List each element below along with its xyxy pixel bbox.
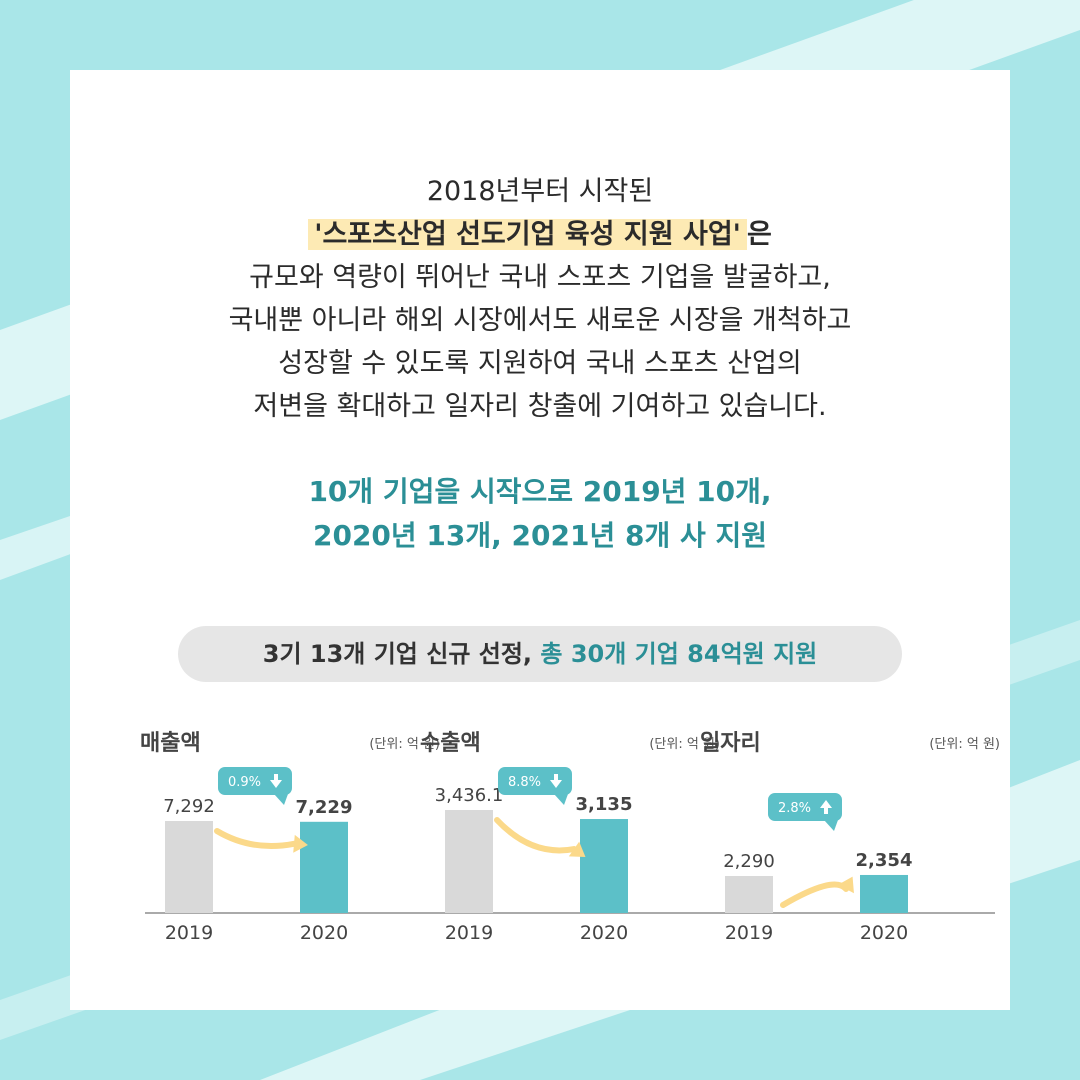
intro-line-2: '스포츠산업 선도기업 육성 지원 사업' 은 (70, 213, 1010, 256)
arrow-tip (820, 800, 832, 808)
value-label: 7,292 (163, 796, 215, 817)
intro-line-6: 저변을 확대하고 일자리 창출에 기여하고 있습니다. (253, 391, 827, 422)
x-tick-label: 2019 (165, 922, 213, 944)
x-tick-label: 2019 (725, 922, 773, 944)
support-count-line-2: 2020년 13개, 2021년 8개 사 지원 (312, 519, 767, 552)
program-name-highlight: '스포츠산업 선도기업 육성 지원 사업' (308, 219, 747, 250)
chart-title: 일자리 (700, 731, 761, 756)
arrow-tip (270, 780, 282, 788)
x-tick-label: 2020 (300, 922, 348, 944)
arrow-up-icon (820, 800, 832, 814)
chart-unit: (단위: 억 원) (929, 737, 1000, 752)
bar-2019 (165, 821, 213, 913)
chart-unit: (단위: 억 원) (649, 737, 720, 752)
x-tick-label: 2019 (445, 922, 493, 944)
bar-2020 (580, 819, 628, 913)
change-bubble-tail (274, 794, 288, 805)
chart-canvas: 2019 2020 2,290 2,354 2.8% (705, 793, 995, 944)
change-label: 8.8% (508, 775, 541, 790)
arrow-shaft (274, 774, 278, 780)
intro-line-5: 성장할 수 있도록 지원하여 국내 스포츠 산업의 (278, 348, 802, 379)
value-label: 3,436.1 (435, 785, 504, 806)
change-bubble-tail (554, 794, 568, 805)
arrow-shaft (824, 808, 828, 814)
chart-exports: 2019 2020 3,436.1 3,135 8.8% 수출액 (단위: 억 원) (420, 725, 720, 1005)
support-count-line-1: 10개 기업을 시작으로 2019년 10개, (308, 475, 772, 508)
value-label: 3,135 (576, 794, 633, 815)
x-tick-label: 2020 (580, 922, 628, 944)
bar-2020 (300, 821, 348, 913)
change-label: 0.9% (228, 775, 261, 790)
chart-title: 수출액 (420, 731, 481, 756)
value-label: 7,229 (296, 797, 353, 818)
change-bubble-bg (498, 767, 572, 795)
trend-arrow (780, 881, 849, 908)
chart-jobs: 2019 2020 2,290 2,354 2.8% 일자리 (단위: 억 원) (700, 725, 1000, 1005)
value-label: 2,354 (856, 850, 913, 871)
change-label: 2.8% (778, 801, 811, 816)
x-tick-label: 2020 (860, 922, 908, 944)
chart-title: 매출액 (140, 731, 201, 756)
intro-line-1: 2018년부터 시작된 (426, 176, 654, 207)
change-bubble: 0.9% (218, 767, 292, 805)
summary-pill: 3기 13개 기업 신규 선정, 총 30개 기업 84억원 지원 (178, 626, 902, 682)
arrow-down-icon (550, 774, 562, 788)
trend-arrow-head (838, 876, 854, 894)
summary-accent: 총 30개 기업 84억원 지원 (540, 640, 818, 668)
arrow-tip (550, 780, 562, 788)
intro-line-3: 규모와 역량이 뛰어난 국내 스포츠 기업을 발굴하고, (249, 262, 831, 293)
intro-line-4: 국내뿐 아니라 해외 시장에서도 새로운 시장을 개척하고 (228, 305, 852, 336)
summary-prefix: 3기 13개 기업 신규 선정, (262, 640, 541, 668)
trend-arrow (494, 817, 577, 854)
bar-2019 (725, 876, 773, 913)
bar-2019 (445, 810, 493, 913)
support-count-message: 10개 기업을 시작으로 2019년 10개, 2020년 13개, 2021년… (70, 470, 1010, 558)
change-bubble: 2.8% (768, 793, 842, 831)
chart-sales: 2019 2020 7,292 7,229 0.9% 매출액 (단위: 억 원) (140, 725, 440, 1005)
trend-arrow-head (568, 841, 586, 858)
trend-arrow-head (293, 834, 308, 853)
value-label: 2,290 (723, 851, 775, 872)
change-bubble-bg (218, 767, 292, 795)
change-bubble-tail (824, 820, 838, 831)
chart-canvas: 2019 2020 3,436.1 3,135 8.8% (425, 767, 715, 944)
change-bubble-bg (768, 793, 842, 821)
trend-arrow (214, 828, 297, 850)
chart-canvas: 2019 2020 7,292 7,229 0.9% (145, 767, 435, 944)
change-bubble: 8.8% (498, 767, 572, 805)
intro-line-2-suffix: 은 (746, 219, 772, 250)
intro-text: 2018년부터 시작된 '스포츠산업 선도기업 육성 지원 사업' 은 규모와 역… (70, 170, 1010, 428)
content-card: 2018년부터 시작된 '스포츠산업 선도기업 육성 지원 사업' 은 규모와 역… (70, 70, 1010, 1010)
bar-2020 (860, 874, 908, 913)
arrow-shaft (554, 774, 558, 780)
chart-unit: (단위: 억 원) (369, 737, 440, 752)
arrow-down-icon (270, 774, 282, 788)
